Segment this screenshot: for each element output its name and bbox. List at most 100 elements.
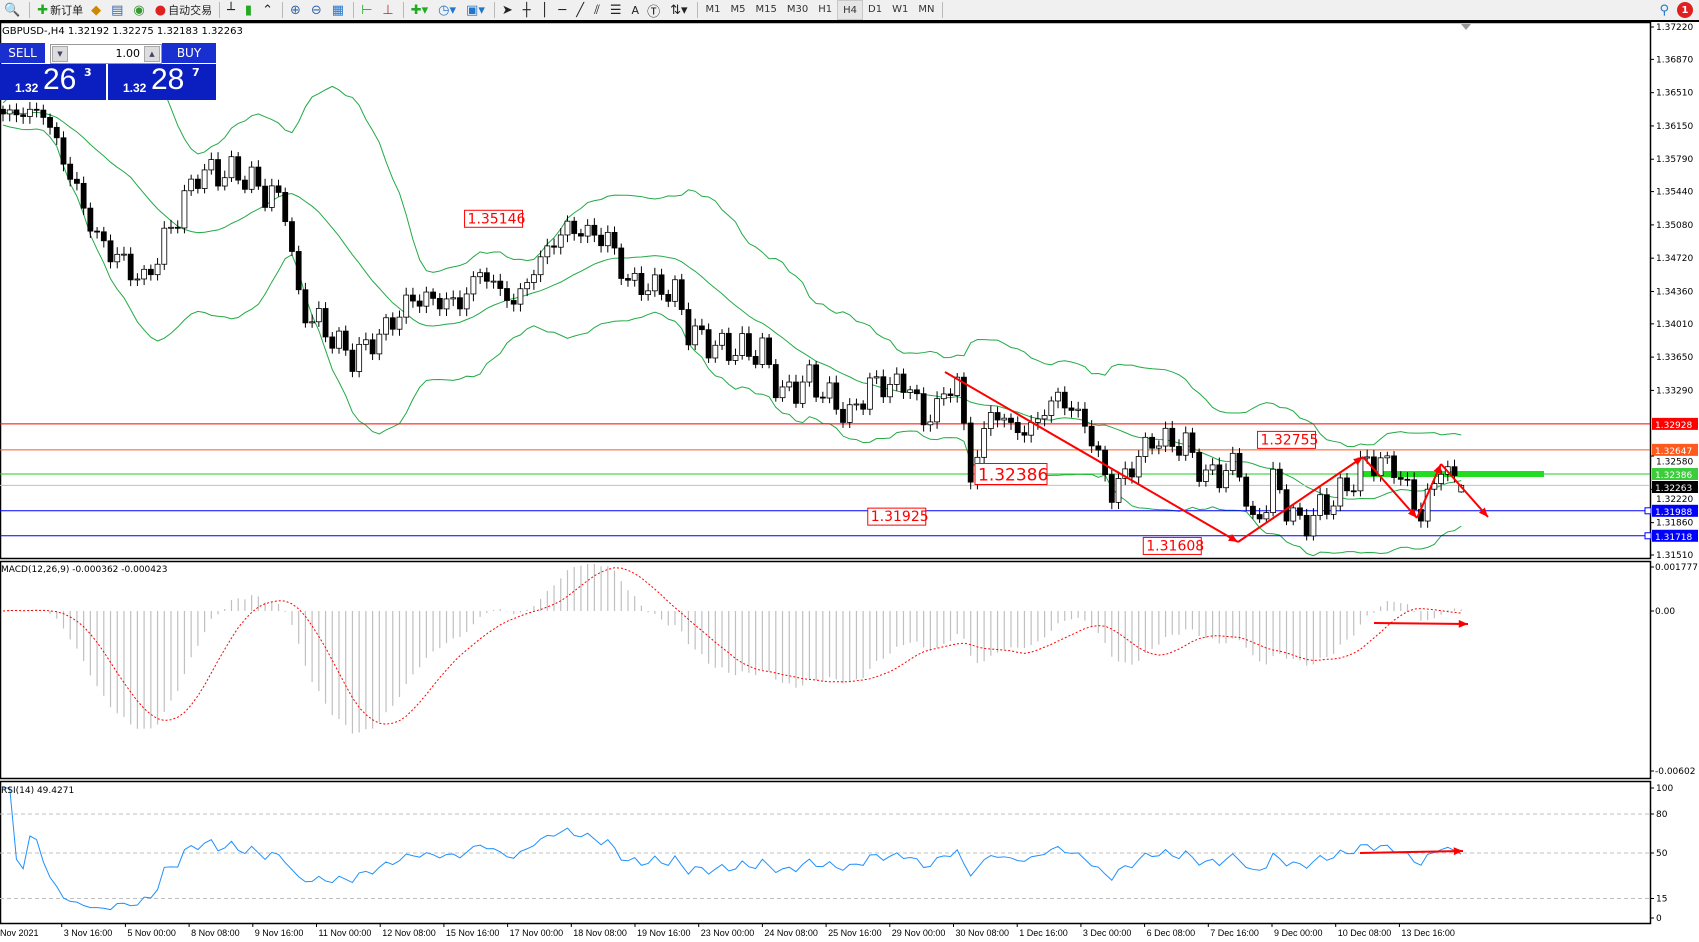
candle-body [53, 126, 60, 139]
autoscroll-button[interactable]: ⊥ [378, 1, 399, 19]
crosshair-button[interactable]: ┼ [519, 1, 537, 19]
price-tag-label: 1.32386 [1655, 471, 1692, 481]
sell-price[interactable]: 1.32 26 3 [0, 63, 106, 100]
candle-body [1216, 464, 1223, 489]
bar-chart-button[interactable]: ┴ [223, 1, 241, 19]
candle [168, 219, 174, 234]
candle-body [1236, 452, 1243, 478]
candle-body [994, 412, 1001, 421]
lot-size-input[interactable] [68, 46, 140, 60]
navigator-button[interactable]: ▤ [107, 1, 129, 19]
candle [1075, 401, 1082, 418]
price-axis-label: 1.32580 [1656, 458, 1693, 468]
notification-badge[interactable]: 1 [1677, 2, 1693, 18]
autotrading-button[interactable]: ● 自动交易 [151, 1, 216, 19]
signal-button[interactable]: ◉ [129, 1, 150, 19]
candle-body [611, 231, 618, 249]
timeframe-mn[interactable]: MN [918, 3, 935, 15]
metaeditor-button[interactable]: ◆ [87, 1, 107, 19]
zoom-out-button[interactable]: ⊖ [307, 1, 328, 19]
buy-price[interactable]: 1.32 28 7 [108, 63, 216, 100]
price-annotation-box [1142, 536, 1202, 555]
candle [383, 313, 389, 341]
candle [94, 227, 100, 239]
price-tag [1652, 504, 1698, 517]
candle-body [752, 356, 759, 365]
indicators-button[interactable]: ✚▾ [407, 1, 434, 19]
candlestick-icon: ▮ [244, 2, 253, 18]
candle-body [557, 234, 564, 248]
candle-body [436, 297, 443, 310]
arrows-button[interactable]: ⇅▾ [666, 1, 693, 19]
candle [1310, 508, 1317, 541]
new-order-button[interactable]: ✚ 新订单 [33, 1, 87, 19]
templates-button[interactable]: ▣▾ [462, 1, 491, 19]
price-annotation: 1.35146 [468, 211, 526, 227]
text-label-button[interactable]: Ⓣ [643, 1, 666, 20]
candle [779, 380, 786, 402]
candle [739, 326, 746, 360]
cursor-button[interactable]: ➤ [498, 1, 519, 19]
zoom-in-button[interactable]: ⊕ [286, 1, 307, 19]
lot-decrease-button[interactable]: ▼ [52, 46, 68, 62]
candle [860, 400, 867, 416]
candle [1344, 472, 1350, 497]
candle [947, 388, 954, 403]
timeframe-h4[interactable]: H4 [837, 0, 863, 20]
candle [564, 215, 571, 243]
price-annotation: 1.31925 [871, 509, 929, 525]
timeframe-m1[interactable]: M1 [705, 3, 721, 15]
candle-body [1082, 408, 1088, 427]
candle-body [1176, 446, 1182, 456]
channel-button[interactable]: ⫽ [590, 1, 606, 19]
candle-body [1337, 477, 1344, 507]
vertical-line-button[interactable]: │ [537, 1, 555, 19]
timeframe-m30[interactable]: M30 [786, 3, 809, 15]
chart-shift-button[interactable]: ⊢ [357, 1, 378, 19]
candle [504, 281, 510, 308]
candle-body [698, 325, 705, 331]
buy-button[interactable]: BUY [162, 43, 216, 63]
candle-body [60, 137, 67, 165]
candle [194, 174, 201, 194]
candle [67, 156, 74, 187]
timeframe-w1[interactable]: W1 [892, 3, 909, 15]
macd-signal-line [2, 567, 1462, 725]
line-chart-button[interactable]: ⌃ [258, 1, 279, 19]
candle [940, 387, 947, 406]
trendline-button[interactable]: ╱ [572, 1, 590, 19]
tile-windows-button[interactable]: ▦ [328, 1, 350, 19]
fibonacci-icon: ☰ [609, 2, 622, 18]
fibonacci-button[interactable]: ☰ [606, 1, 628, 19]
candle-body [860, 403, 867, 410]
lot-increase-button[interactable]: ▲ [144, 46, 160, 62]
candle-body [685, 309, 692, 346]
candle-body [598, 234, 604, 247]
candle-body [1317, 494, 1324, 516]
periods-button[interactable]: ◷▾ [434, 1, 462, 19]
text-button[interactable]: A [628, 1, 644, 19]
timeframe-m15[interactable]: M15 [755, 3, 777, 15]
sell-button[interactable]: SELL [0, 43, 45, 63]
candle-body [510, 300, 517, 305]
timeframe-d1[interactable]: D1 [868, 3, 883, 15]
candle-body [712, 344, 719, 359]
candle-body [121, 253, 127, 256]
macd-axis-label: 0.00 [1655, 607, 1675, 617]
candle [880, 369, 887, 403]
candle [295, 245, 302, 295]
timeframe-m5[interactable]: M5 [730, 3, 746, 15]
macd-arrow [1373, 622, 1469, 625]
candle [80, 176, 87, 216]
search-icon[interactable]: ⚲ [1659, 2, 1669, 18]
candle-body [40, 109, 47, 118]
candle [174, 220, 181, 234]
candle-body [692, 325, 699, 346]
candle-body [423, 291, 430, 307]
candle [483, 267, 490, 289]
horizontal-line-button[interactable]: ─ [554, 1, 572, 19]
candlestick-button[interactable]: ▮ [241, 1, 258, 19]
timeframe-h1[interactable]: H1 [818, 3, 833, 15]
zoom-button[interactable]: 🔍 [0, 1, 26, 19]
